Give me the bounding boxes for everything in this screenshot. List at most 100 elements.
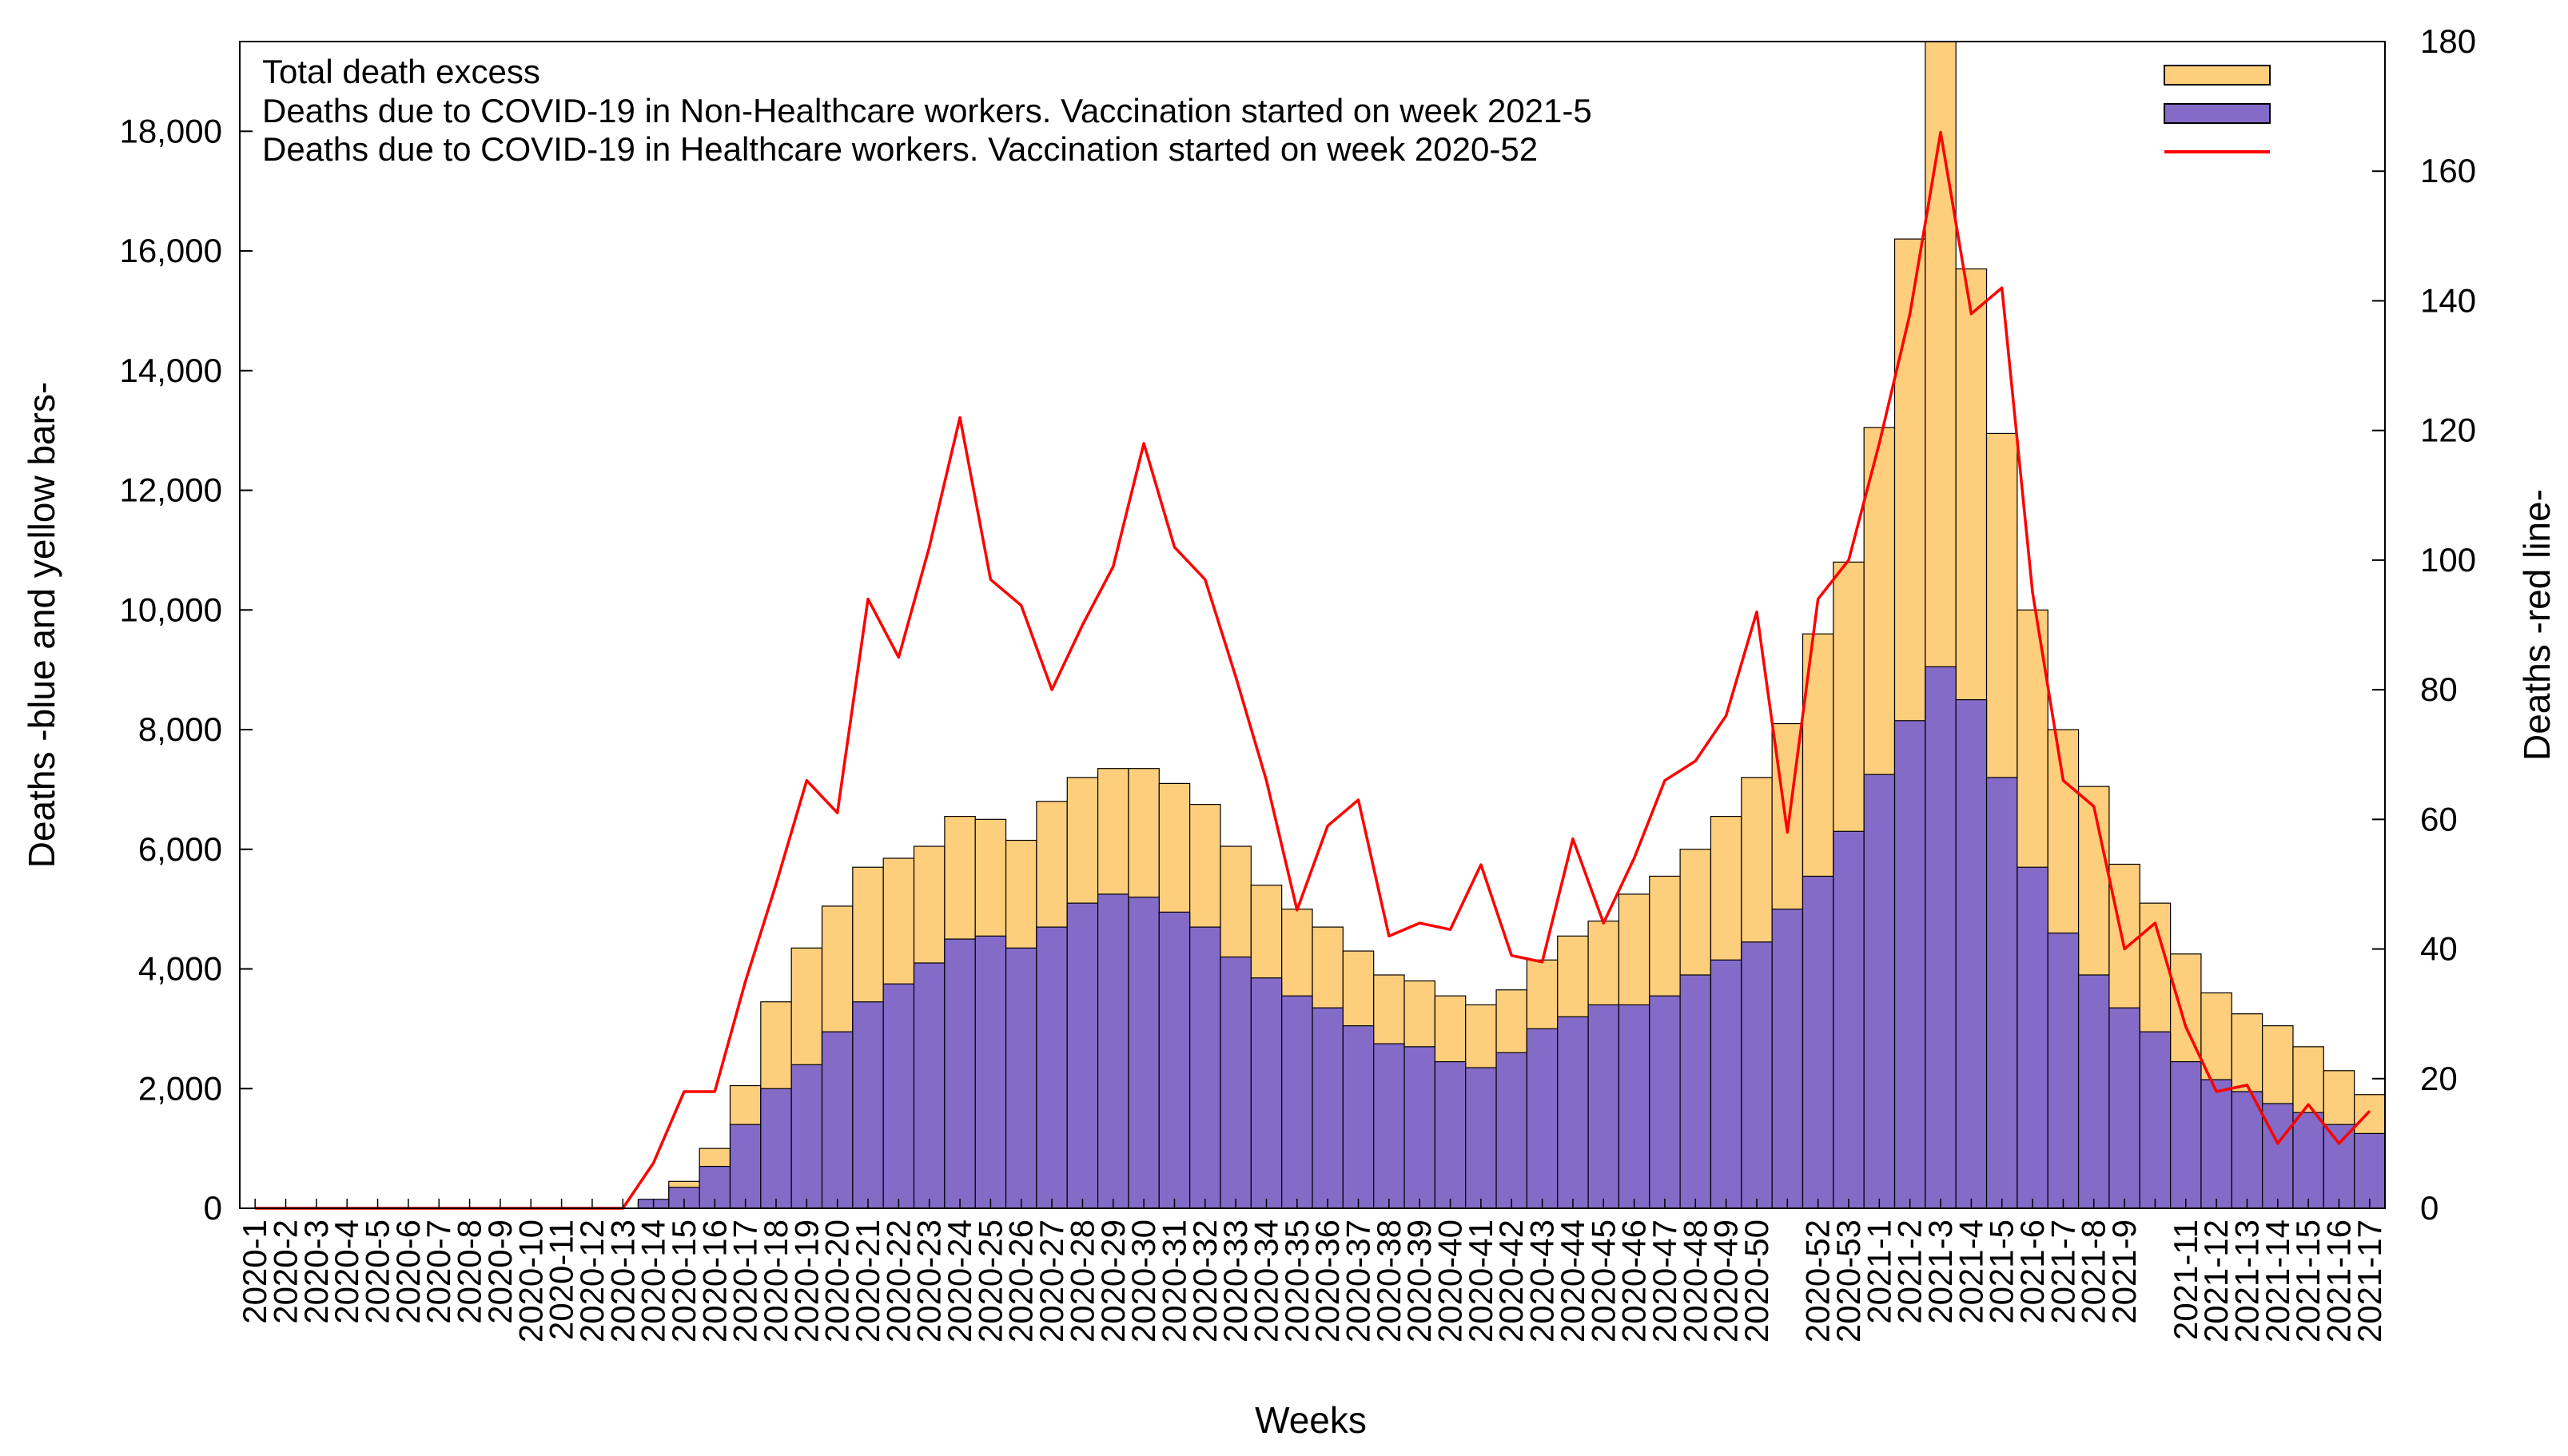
non-healthcare-bar-2021-7 <box>2047 932 2080 1209</box>
x-tick-label: 2020-30 <box>1125 1219 1162 1343</box>
legend-label-non-healthcare: Deaths due to COVID-19 in Non-Healthcare… <box>262 92 1592 129</box>
x-tick-label: 2020-45 <box>1584 1219 1622 1343</box>
x-tick-label: 2020-32 <box>1186 1219 1224 1343</box>
non-healthcare-bar-2021-13 <box>2231 1091 2263 1209</box>
non-healthcare-bar-2021-15 <box>2292 1112 2324 1209</box>
x-tick-label: 2020-26 <box>1002 1219 1040 1343</box>
x-tick-label: 2020-39 <box>1400 1219 1438 1343</box>
x-tick-label: 2020-15 <box>665 1219 703 1343</box>
x-tick-label: 2020-5 <box>359 1219 396 1324</box>
x-tick-label: 2020-12 <box>573 1219 611 1343</box>
non-healthcare-bar-2020-32 <box>1189 926 1221 1209</box>
y-tick-label: 6,000 <box>138 830 222 868</box>
y-tick-label: 2,000 <box>138 1069 222 1107</box>
x-tick-label: 2021-6 <box>2013 1219 2051 1324</box>
non-healthcare-bar-2020-46 <box>1618 1004 1650 1209</box>
non-healthcare-bar-2021-6 <box>2017 866 2048 1209</box>
non-healthcare-bar-2020-30 <box>1128 897 1160 1209</box>
x-tick-label: 2020-7 <box>420 1219 457 1324</box>
x-tick-label: 2020-8 <box>451 1219 488 1324</box>
y2-tick-label: 160 <box>2420 152 2476 189</box>
x-tick-label: 2020-50 <box>1738 1219 1775 1343</box>
y2-tick-label: 60 <box>2420 800 2458 837</box>
x-tick-label: 2020-18 <box>757 1219 794 1343</box>
x-tick-label: 2021-11 <box>2167 1219 2204 1340</box>
y-tick-label: 4,000 <box>138 950 222 988</box>
non-healthcare-bar-2020-45 <box>1587 1004 1620 1209</box>
legend-label-total-excess: Total death excess <box>262 53 540 90</box>
y-tick-label: 14,000 <box>120 352 222 389</box>
x-tick-label: 2020-47 <box>1646 1219 1683 1343</box>
non-healthcare-bar-2020-29 <box>1097 893 1129 1209</box>
non-healthcare-bar-2020-38 <box>1373 1043 1405 1209</box>
non-healthcare-bar-2020-34 <box>1250 977 1283 1209</box>
non-healthcare-bar-2020-37 <box>1342 1025 1375 1209</box>
x-tick-label: 2020-53 <box>1829 1219 1867 1343</box>
non-healthcare-bar-2020-23 <box>913 962 946 1209</box>
x-tick-label: 2021-12 <box>2197 1219 2235 1343</box>
x-tick-label: 2021-7 <box>2044 1219 2081 1324</box>
non-healthcare-bar-2020-53 <box>1833 830 1865 1209</box>
left-axis-ticks: 0 2,000 4,000 6,000 8,000 10,000 12,000 14,000 1… <box>120 112 253 1227</box>
y2-tick-label: 0 <box>2420 1189 2439 1227</box>
x-tick-label: 2020-27 <box>1033 1219 1070 1343</box>
x-tick-label: 2020-2 <box>267 1219 305 1324</box>
non-healthcare-bar-2020-25 <box>974 935 1007 1209</box>
x-tick-label: 2020-46 <box>1615 1219 1653 1343</box>
non-healthcare-bar-2021-3 <box>1925 666 1957 1209</box>
non-healthcare-bar-2021-12 <box>2200 1079 2232 1209</box>
y2-tick-label: 20 <box>2420 1060 2458 1097</box>
x-tick-label: 2020-49 <box>1707 1219 1745 1343</box>
x-tick-label: 2021-16 <box>2319 1219 2357 1343</box>
x-axis-ticks: 2020-12020-22020-32020-42020-52020-62020… <box>236 1199 2388 1343</box>
y-tick-label: 10,000 <box>120 591 222 628</box>
plot-frame <box>239 41 2386 1209</box>
x-tick-label: 2021-8 <box>2075 1219 2112 1324</box>
non-healthcare-bar-2021-5 <box>1985 777 2018 1209</box>
non-healthcare-bar-2020-24 <box>944 938 976 1209</box>
x-tick-label: 2021-15 <box>2289 1219 2327 1343</box>
x-tick-label: 2020-25 <box>971 1219 1009 1343</box>
x-tick-label: 2020-21 <box>849 1219 886 1343</box>
x-tick-label: 2021-14 <box>2259 1219 2296 1343</box>
x-tick-label: 2021-3 <box>1921 1219 1959 1324</box>
covid-non-healthcare-bars <box>637 666 2386 1209</box>
y2-axis-title: Deaths -red line- <box>2516 489 2558 761</box>
non-healthcare-bar-2021-16 <box>2323 1124 2355 1209</box>
x-tick-label: 2020-31 <box>1155 1219 1192 1343</box>
x-tick-label: 2020-24 <box>941 1219 978 1343</box>
non-healthcare-bar-2020-28 <box>1066 902 1099 1209</box>
y-axis-title: Deaths -blue and yellow bars- <box>21 382 62 869</box>
x-tick-label: 2020-44 <box>1554 1219 1591 1343</box>
non-healthcare-bar-2021-17 <box>2354 1132 2386 1209</box>
non-healthcare-bar-2020-22 <box>882 983 915 1209</box>
x-tick-label: 2021-13 <box>2228 1219 2265 1343</box>
y2-tick-label: 140 <box>2420 281 2476 319</box>
x-tick-label: 2020-28 <box>1063 1219 1101 1343</box>
y2-tick-label: 180 <box>2420 22 2476 60</box>
x-tick-label: 2020-37 <box>1340 1219 1377 1343</box>
non-healthcare-bar-2020-20 <box>821 1031 854 1209</box>
x-tick-label: 2020-13 <box>603 1219 641 1343</box>
x-tick-label: 2020-9 <box>481 1219 519 1324</box>
x-tick-label: 2020-29 <box>1094 1219 1132 1343</box>
non-healthcare-bar-2020-50 <box>1741 941 1773 1209</box>
non-healthcare-bar-2020-21 <box>852 1001 884 1209</box>
x-tick-label: 2020-41 <box>1462 1219 1499 1343</box>
x-tick-label: 2020-38 <box>1370 1219 1407 1343</box>
x-tick-label: 2020-36 <box>1308 1219 1346 1343</box>
x-tick-label: 2021-1 <box>1860 1219 1897 1324</box>
x-tick-label: 2020-20 <box>818 1219 856 1343</box>
non-healthcare-bar-2020-52 <box>1802 875 1834 1209</box>
non-healthcare-bar-2020-31 <box>1158 911 1191 1209</box>
x-tick-label: 2021-2 <box>1891 1219 1929 1324</box>
non-healthcare-bar-2021-4 <box>1955 698 1988 1209</box>
non-healthcare-bar-2020-19 <box>790 1064 823 1209</box>
y2-tick-label: 100 <box>2420 541 2476 579</box>
legend-swatch-total-excess <box>2164 65 2271 86</box>
x-tick-label: 2020-42 <box>1492 1219 1530 1343</box>
x-tick-label: 2020-52 <box>1799 1219 1837 1343</box>
non-healthcare-bar-2020-51 <box>1771 909 1804 1209</box>
y-tick-label: 12,000 <box>120 471 222 509</box>
x-tick-label: 2020-33 <box>1216 1219 1254 1343</box>
